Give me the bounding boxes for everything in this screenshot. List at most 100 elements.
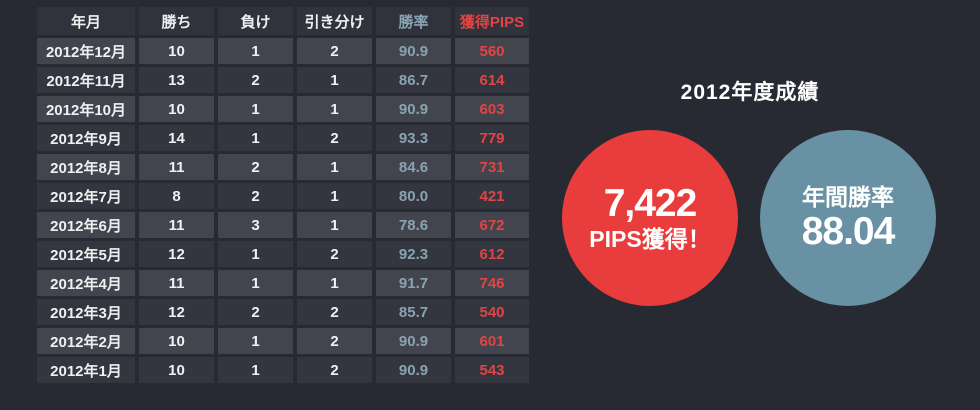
cell-month: 2012年4月 [37, 270, 135, 296]
cell-month: 2012年8月 [37, 154, 135, 180]
cell-pips: 614 [455, 67, 529, 93]
cell-losses: 1 [218, 96, 293, 122]
cell-pips: 672 [455, 212, 529, 238]
cell-losses: 2 [218, 154, 293, 180]
cell-draws: 2 [297, 328, 372, 354]
cell-pips: 779 [455, 125, 529, 151]
cell-wins: 11 [139, 154, 214, 180]
cell-draws: 1 [297, 96, 372, 122]
column-header-win-rate: 勝率 [376, 7, 451, 35]
annual-win-rate-label: 年間勝率 [802, 183, 894, 210]
cell-pips: 746 [455, 270, 529, 296]
cell-pips: 421 [455, 183, 529, 209]
cell-draws: 2 [297, 38, 372, 64]
table-row: 2012年9月 14 1 2 93.3 779 [37, 125, 529, 151]
table-body: 2012年12月 10 1 2 90.9 560 2012年11月 13 2 1 86.7 614 20… [37, 38, 529, 383]
cell-wins: 13 [139, 67, 214, 93]
cell-pips: 601 [455, 328, 529, 354]
cell-win-rate: 90.9 [376, 96, 451, 122]
cell-draws: 1 [297, 183, 372, 209]
cell-losses: 2 [218, 183, 293, 209]
cell-draws: 1 [297, 270, 372, 296]
cell-month: 2012年6月 [37, 212, 135, 238]
cell-losses: 1 [218, 270, 293, 296]
cell-win-rate: 90.9 [376, 38, 451, 64]
table-row: 2012年2月 10 1 2 90.9 601 [37, 328, 529, 354]
column-header-month: 年月 [37, 7, 135, 35]
cell-win-rate: 80.0 [376, 183, 451, 209]
cell-win-rate: 78.6 [376, 212, 451, 238]
cell-win-rate: 90.9 [376, 357, 451, 383]
cell-losses: 1 [218, 241, 293, 267]
cell-wins: 10 [139, 328, 214, 354]
cell-losses: 1 [218, 328, 293, 354]
table-row: 2012年6月 11 3 1 78.6 672 [37, 212, 529, 238]
cell-draws: 2 [297, 241, 372, 267]
total-pips-badge: 7,422 PIPS獲得！ [562, 130, 738, 306]
cell-losses: 1 [218, 125, 293, 151]
table-row: 2012年12月 10 1 2 90.9 560 [37, 38, 529, 64]
table-row: 2012年8月 11 2 1 84.6 731 [37, 154, 529, 180]
table-row: 2012年10月 10 1 1 90.9 603 [37, 96, 529, 122]
cell-wins: 12 [139, 299, 214, 325]
cell-wins: 14 [139, 125, 214, 151]
cell-wins: 12 [139, 241, 214, 267]
cell-win-rate: 93.3 [376, 125, 451, 151]
column-header-wins: 勝ち [139, 7, 214, 35]
table-row: 2012年1月 10 1 2 90.9 543 [37, 357, 529, 383]
table-header-row: 年月 勝ち 負け 引き分け 勝率 獲得PIPS [37, 7, 529, 35]
column-header-pips: 獲得PIPS [455, 7, 529, 35]
cell-wins: 8 [139, 183, 214, 209]
cell-month: 2012年5月 [37, 241, 135, 267]
cell-wins: 10 [139, 38, 214, 64]
cell-pips: 560 [455, 38, 529, 64]
cell-month: 2012年12月 [37, 38, 135, 64]
cell-win-rate: 91.7 [376, 270, 451, 296]
cell-pips: 603 [455, 96, 529, 122]
cell-losses: 1 [218, 357, 293, 383]
cell-month: 2012年10月 [37, 96, 135, 122]
cell-draws: 2 [297, 125, 372, 151]
cell-draws: 1 [297, 154, 372, 180]
total-pips-label: PIPS獲得！ [589, 225, 711, 252]
table-row: 2012年3月 12 2 2 85.7 540 [37, 299, 529, 325]
column-header-draws: 引き分け [297, 7, 372, 35]
cell-pips: 612 [455, 241, 529, 267]
cell-pips: 543 [455, 357, 529, 383]
cell-month: 2012年2月 [37, 328, 135, 354]
cell-wins: 10 [139, 96, 214, 122]
total-pips-value: 7,422 [603, 181, 698, 225]
cell-wins: 11 [139, 212, 214, 238]
cell-wins: 11 [139, 270, 214, 296]
cell-month: 2012年1月 [37, 357, 135, 383]
column-header-losses: 負け [218, 7, 293, 35]
cell-losses: 2 [218, 67, 293, 93]
cell-win-rate: 86.7 [376, 67, 451, 93]
annual-win-rate-value: 88.04 [801, 210, 896, 254]
cell-draws: 2 [297, 299, 372, 325]
monthly-results-table: 年月 勝ち 負け 引き分け 勝率 獲得PIPS 2012年12月 10 1 2 90.9 560 20… [33, 4, 533, 386]
annual-win-rate-badge: 年間勝率 88.04 [760, 130, 936, 306]
cell-win-rate: 92.3 [376, 241, 451, 267]
table-row: 2012年7月 8 2 1 80.0 421 [37, 183, 529, 209]
cell-month: 2012年11月 [37, 67, 135, 93]
cell-draws: 1 [297, 67, 372, 93]
cell-pips: 540 [455, 299, 529, 325]
cell-losses: 1 [218, 38, 293, 64]
table-row: 2012年5月 12 1 2 92.3 612 [37, 241, 529, 267]
cell-month: 2012年9月 [37, 125, 135, 151]
cell-win-rate: 90.9 [376, 328, 451, 354]
cell-losses: 2 [218, 299, 293, 325]
table-row: 2012年11月 13 2 1 86.7 614 [37, 67, 529, 93]
cell-month: 2012年7月 [37, 183, 135, 209]
summary-title: 2012年度成績 [680, 81, 820, 104]
cell-win-rate: 85.7 [376, 299, 451, 325]
cell-win-rate: 84.6 [376, 154, 451, 180]
cell-pips: 731 [455, 154, 529, 180]
table-row: 2012年4月 11 1 1 91.7 746 [37, 270, 529, 296]
cell-draws: 1 [297, 212, 372, 238]
cell-wins: 10 [139, 357, 214, 383]
cell-draws: 2 [297, 357, 372, 383]
cell-losses: 3 [218, 212, 293, 238]
